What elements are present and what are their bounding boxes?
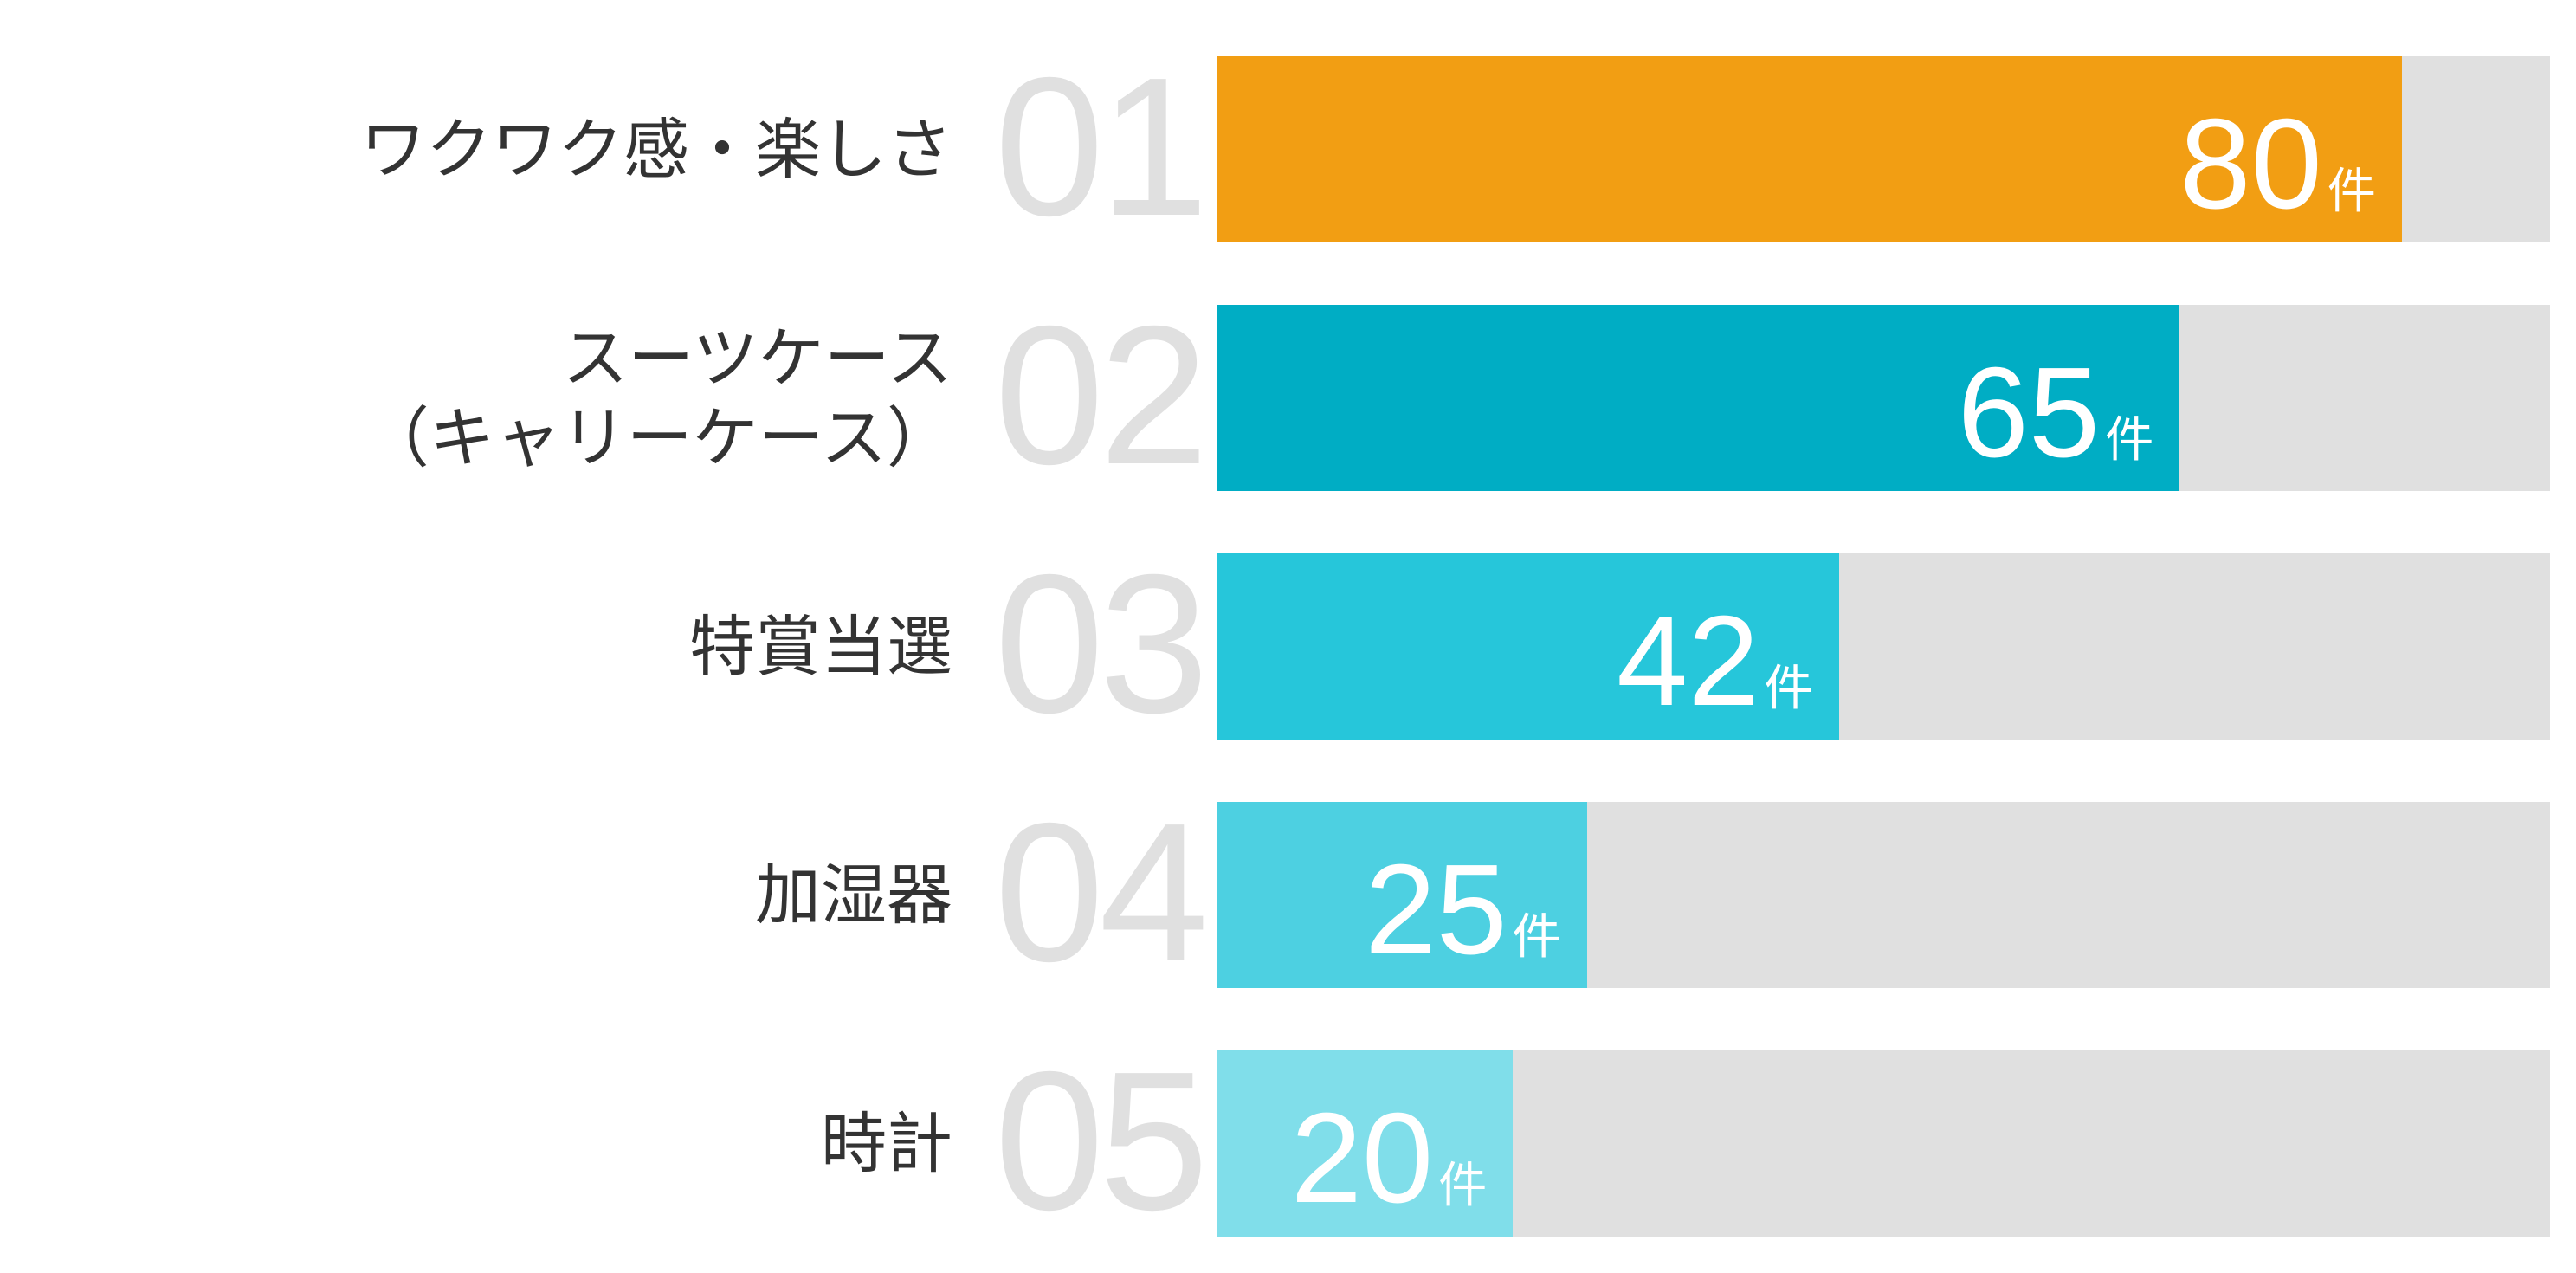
value-unit: 件: [1512, 909, 1561, 966]
data-label: 80 件: [2179, 91, 2376, 238]
chart-row: 02 スーツケース （キャリーケース） 65 件: [0, 286, 2576, 506]
data-label: 25 件: [1365, 837, 1561, 984]
bar-track: 80 件: [1217, 56, 2550, 242]
bar: 20 件: [1217, 1050, 1514, 1237]
value-unit: 件: [1438, 1158, 1488, 1214]
bar-track: 42 件: [1217, 553, 2550, 740]
chart-row: 04 加湿器 25 件: [0, 783, 2576, 1003]
bar: 80 件: [1217, 56, 2402, 242]
bar-track: 20 件: [1217, 1050, 2550, 1237]
category-label: ワクワク感・楽しさ: [360, 110, 952, 188]
bar: 65 件: [1217, 305, 2180, 491]
value-number: 80: [2179, 93, 2322, 236]
value-number: 20: [1290, 1087, 1434, 1230]
bar: 25 件: [1217, 802, 1587, 988]
rank-number: 03: [994, 534, 1209, 754]
rank-number: 01: [994, 37, 1209, 257]
chart-row: 05 時計 20 件: [0, 1031, 2576, 1251]
category-label: 加湿器: [755, 856, 952, 934]
value-unit: 件: [2105, 412, 2154, 468]
value-unit: 件: [2327, 164, 2376, 220]
data-label: 20 件: [1291, 1085, 1488, 1232]
rank-number: 02: [994, 286, 1209, 506]
category-label-line: スーツケース: [562, 319, 952, 397]
bar-track: 65 件: [1217, 305, 2550, 491]
value-unit: 件: [1764, 661, 1813, 717]
value-number: 42: [1617, 590, 1759, 733]
bar-track: 25 件: [1217, 802, 2550, 988]
category-label: 特賞当選: [689, 607, 952, 685]
rank-number: 05: [994, 1031, 1209, 1251]
category-label-line: （キャリーケース）: [363, 398, 952, 476]
rank-number: 04: [994, 783, 1209, 1003]
value-number: 25: [1365, 838, 1508, 981]
chart-row: 01 ワクワク感・楽しさ 80 件: [0, 37, 2576, 257]
category-label: スーツケース （キャリーケース）: [364, 305, 952, 491]
bar: 42 件: [1217, 553, 1839, 740]
value-number: 65: [1957, 341, 2101, 484]
category-label: 時計: [821, 1104, 952, 1182]
data-label: 65 件: [1958, 339, 2154, 487]
chart-row: 03 特賞当選 42 件: [0, 534, 2576, 754]
data-label: 42 件: [1617, 588, 1813, 735]
